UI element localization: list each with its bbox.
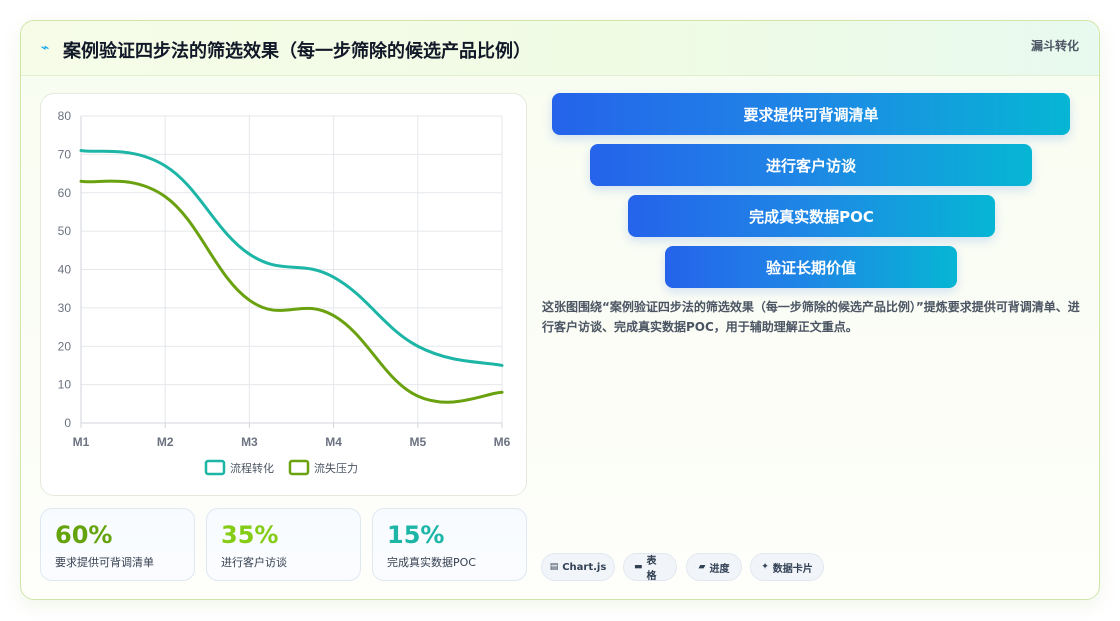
y-tick-label: 30: [58, 301, 72, 315]
chip-data-card[interactable]: ✦ 数据卡片: [750, 553, 824, 581]
x-tick-label: M3: [241, 435, 258, 449]
stat-card-2: 35% 进行客户访谈: [206, 508, 361, 581]
chip-table[interactable]: ▬ 表格: [623, 553, 677, 582]
stat-label: 进行客户访谈: [221, 556, 287, 569]
legend-label: 流失压力: [314, 461, 358, 475]
stat-card-3: 15% 完成真实数据POC: [372, 508, 527, 581]
line-chart: 0 10 20 30 40 50 60 70 80 M1 M2 M3 M4 M5 M6 流程转化 流失压力: [58, 109, 511, 476]
chip-chartjs[interactable]: ▤ Chart.js: [541, 553, 615, 581]
chip-label: 表格: [646, 556, 657, 582]
progress-icon: ▰: [698, 562, 706, 572]
y-tick-label: 0: [64, 416, 71, 430]
y-tick-label: 20: [58, 339, 72, 353]
y-tick-label: 60: [58, 186, 72, 200]
chip-label: 数据卡片: [772, 563, 813, 575]
stat-label: 完成真实数据POC: [387, 556, 476, 569]
legend-label: 流程转化: [230, 461, 274, 475]
y-tick-label: 40: [58, 263, 72, 277]
funnel-step-4: 验证长期价值: [665, 246, 957, 288]
chart-icon: ▤: [549, 562, 559, 572]
table-icon: ▬: [634, 562, 643, 572]
series-line-1: [79, 149, 504, 367]
stat-value: 60%: [55, 521, 113, 549]
y-tick-label: 70: [58, 147, 72, 161]
chart-description: 这张图围绕“案例验证四步法的筛选效果（每一步筛除的候选产品比例）”提炼要求提供可…: [542, 300, 1080, 334]
card-header: ⌁ 案例验证四步法的筛选效果（每一步筛除的候选产品比例） 漏斗转化: [21, 21, 1099, 76]
page-title: 案例验证四步法的筛选效果（每一步筛除的候选产品比例）: [63, 41, 531, 62]
series-line-2: [79, 179, 504, 404]
funnel-step-1: 要求提供可背调清单: [552, 93, 1070, 135]
funnel-step-3: 完成真实数据POC: [628, 195, 995, 237]
x-tick-label: M5: [409, 435, 426, 449]
chip-progress[interactable]: ▰ 进度: [686, 553, 742, 581]
x-tick-label: M2: [157, 435, 174, 449]
infographic-card: ⌁ 案例验证四步法的筛选效果（每一步筛除的候选产品比例） 漏斗转化 0 10 20 3…: [20, 20, 1100, 600]
line-chart-panel: 0 10 20 30 40 50 60 70 80 M1 M2 M3 M4 M5 M6 流程转化 流失压力: [40, 93, 527, 496]
chip-label: 进度: [709, 563, 730, 575]
data-card-icon: ✦: [761, 562, 769, 572]
y-tick-label: 80: [58, 109, 72, 123]
stat-card-1: 60% 要求提供可背调清单: [40, 508, 195, 581]
legend-swatch: [288, 459, 310, 476]
stat-value: 35%: [221, 521, 279, 549]
legend-swatch: [204, 459, 226, 476]
funnel-step-2: 进行客户访谈: [590, 144, 1032, 186]
chip-label: Chart.js: [562, 561, 607, 573]
sparkle-icon: ⌁: [41, 40, 50, 56]
x-tick-label: M1: [73, 435, 90, 449]
stat-value: 15%: [387, 521, 445, 549]
stat-label: 要求提供可背调清单: [55, 556, 154, 569]
x-tick-label: M4: [325, 435, 342, 449]
x-tick-label: M6: [494, 435, 511, 449]
funnel-tag: 漏斗转化: [1030, 39, 1079, 53]
y-tick-label: 50: [58, 224, 72, 238]
y-tick-label: 10: [58, 378, 72, 392]
